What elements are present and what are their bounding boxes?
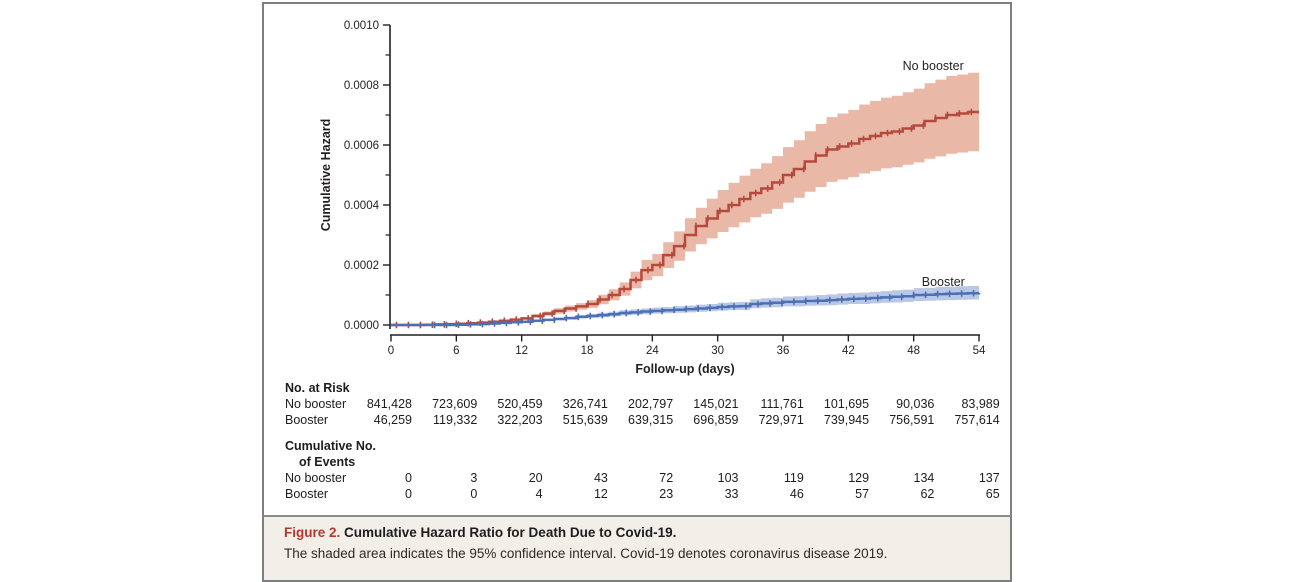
caption-title: Cumulative Hazard Ratio for Death Due to… [344, 525, 677, 540]
risk-row: No booster 841,428 723,609 520,459 326,741 20… [285, 396, 1000, 412]
events-row: No booster 0 3 20 43 72 103 119 129 134 137 [285, 470, 1000, 486]
x-tick-label: 24 [646, 345, 659, 357]
events-table-rows: No booster 0 3 20 43 72 103 119 129 134 137 Booster… [285, 470, 1000, 502]
confidence-band [391, 285, 980, 325]
risk-cell: 696,859 [693, 413, 739, 427]
risk-cell: 739,945 [823, 413, 870, 427]
series-label: No booster [903, 59, 964, 73]
y-tick-label: 0.0004 [344, 200, 380, 212]
events-cell: 20 [528, 471, 543, 485]
risk-row: Booster 46,259 119,332 322,203 515,639 639,31… [285, 412, 1000, 428]
events-cell: 57 [855, 487, 870, 501]
risk-cell: 119,332 [433, 413, 478, 427]
events-cell: 4 [535, 487, 543, 501]
y-tick-label: 0.0010 [344, 20, 379, 32]
events-row: Booster 0 0 4 12 23 33 46 57 62 65 [285, 486, 1000, 502]
events-cell: 46 [789, 487, 804, 501]
events-cell: 119 [783, 471, 804, 485]
hazard-curve [391, 291, 981, 327]
risk-cell: 202,797 [628, 397, 674, 411]
risk-cell: 841,428 [366, 397, 412, 411]
figure-panel: 0.0000 0.0002 0.0004 0.0006 0.0008 0.0010 0 6 12… [262, 2, 1012, 582]
x-tick-label: 30 [711, 345, 724, 357]
confidence-band [391, 72, 980, 325]
risk-table-header: No. at Risk [285, 381, 350, 395]
events-cell: 0 [405, 487, 412, 501]
events-cell: 129 [848, 471, 870, 485]
events-cell: 72 [659, 471, 674, 485]
y-tick-label: 0.0002 [344, 260, 379, 272]
events-row-label: No booster [285, 471, 347, 485]
events-cell: 23 [659, 487, 674, 501]
events-table-header-line2: of Events [299, 455, 356, 469]
y-tick-label: 0.0000 [344, 320, 379, 332]
risk-row-label: No booster [285, 397, 347, 411]
hazard-curve [391, 110, 980, 327]
figure-caption: Figure 2. Cumulative Hazard Ratio for De… [262, 515, 1012, 582]
caption-title-line: Figure 2. Cumulative Hazard Ratio for De… [284, 525, 990, 540]
y-axis-title: Cumulative Hazard [319, 119, 333, 232]
number-at-risk-table: No. at Risk No booster 841,428 723,609 520,… [285, 380, 1000, 428]
events-cell: 43 [593, 471, 608, 485]
events-cell: 62 [920, 487, 935, 501]
events-table-header: Cumulative No. of Events [285, 438, 1000, 470]
events-cell: 137 [978, 471, 1000, 485]
figure-number-label: Figure 2. [284, 525, 341, 540]
events-cell: 134 [913, 471, 935, 485]
events-cell: 33 [724, 487, 739, 501]
x-tick-label: 54 [973, 345, 986, 357]
y-tick-label: 0.0008 [344, 80, 379, 92]
x-tick-label: 6 [453, 345, 459, 357]
events-cell: 12 [593, 487, 608, 501]
cumulative-hazard-chart: 0.0000 0.0002 0.0004 0.0006 0.0008 0.0010 0 6 12… [319, 20, 986, 376]
risk-cell: 723,609 [432, 397, 478, 411]
risk-cell: 90,036 [896, 397, 935, 411]
events-cell: 3 [470, 471, 478, 485]
risk-cell: 756,591 [889, 413, 935, 427]
x-tick-label: 42 [842, 345, 855, 357]
x-axis-title: Follow-up (days) [635, 362, 734, 376]
events-cell: 103 [717, 471, 739, 485]
risk-table-rows: No booster 841,428 723,609 520,459 326,741 20… [285, 396, 1000, 428]
x-tick-label: 36 [777, 345, 790, 357]
events-cell: 0 [470, 487, 478, 501]
series-label: Booster [922, 275, 965, 289]
risk-cell: 101,695 [823, 397, 870, 411]
x-tick-label: 12 [515, 345, 528, 357]
risk-cell: 729,971 [758, 413, 804, 427]
events-cell: 65 [985, 487, 1000, 501]
risk-row-label: Booster [285, 413, 329, 427]
risk-cell: 322,203 [497, 413, 543, 427]
risk-cell: 111,761 [760, 397, 804, 411]
risk-cell: 326,741 [562, 397, 608, 411]
cumulative-events-table: Cumulative No. of Events No booster 0 3 20 43… [285, 438, 1000, 502]
risk-cell: 515,639 [562, 413, 608, 427]
risk-cell: 639,315 [628, 413, 674, 427]
y-tick-label: 0.0006 [344, 140, 379, 152]
x-tick-label: 18 [581, 345, 594, 357]
x-tick-label: 48 [907, 345, 920, 357]
risk-cell: 83,989 [961, 397, 1000, 411]
x-tick-label: 0 [388, 345, 394, 357]
events-table-header-line1: Cumulative No. [285, 439, 376, 453]
risk-cell: 145,021 [693, 397, 739, 411]
events-row-label: Booster [285, 487, 329, 501]
caption-body: The shaded area indicates the 95% confid… [284, 546, 888, 561]
risk-cell: 520,459 [497, 397, 543, 411]
risk-cell: 757,614 [954, 413, 1000, 427]
events-cell: 0 [405, 471, 412, 485]
risk-cell: 46,259 [373, 413, 412, 427]
